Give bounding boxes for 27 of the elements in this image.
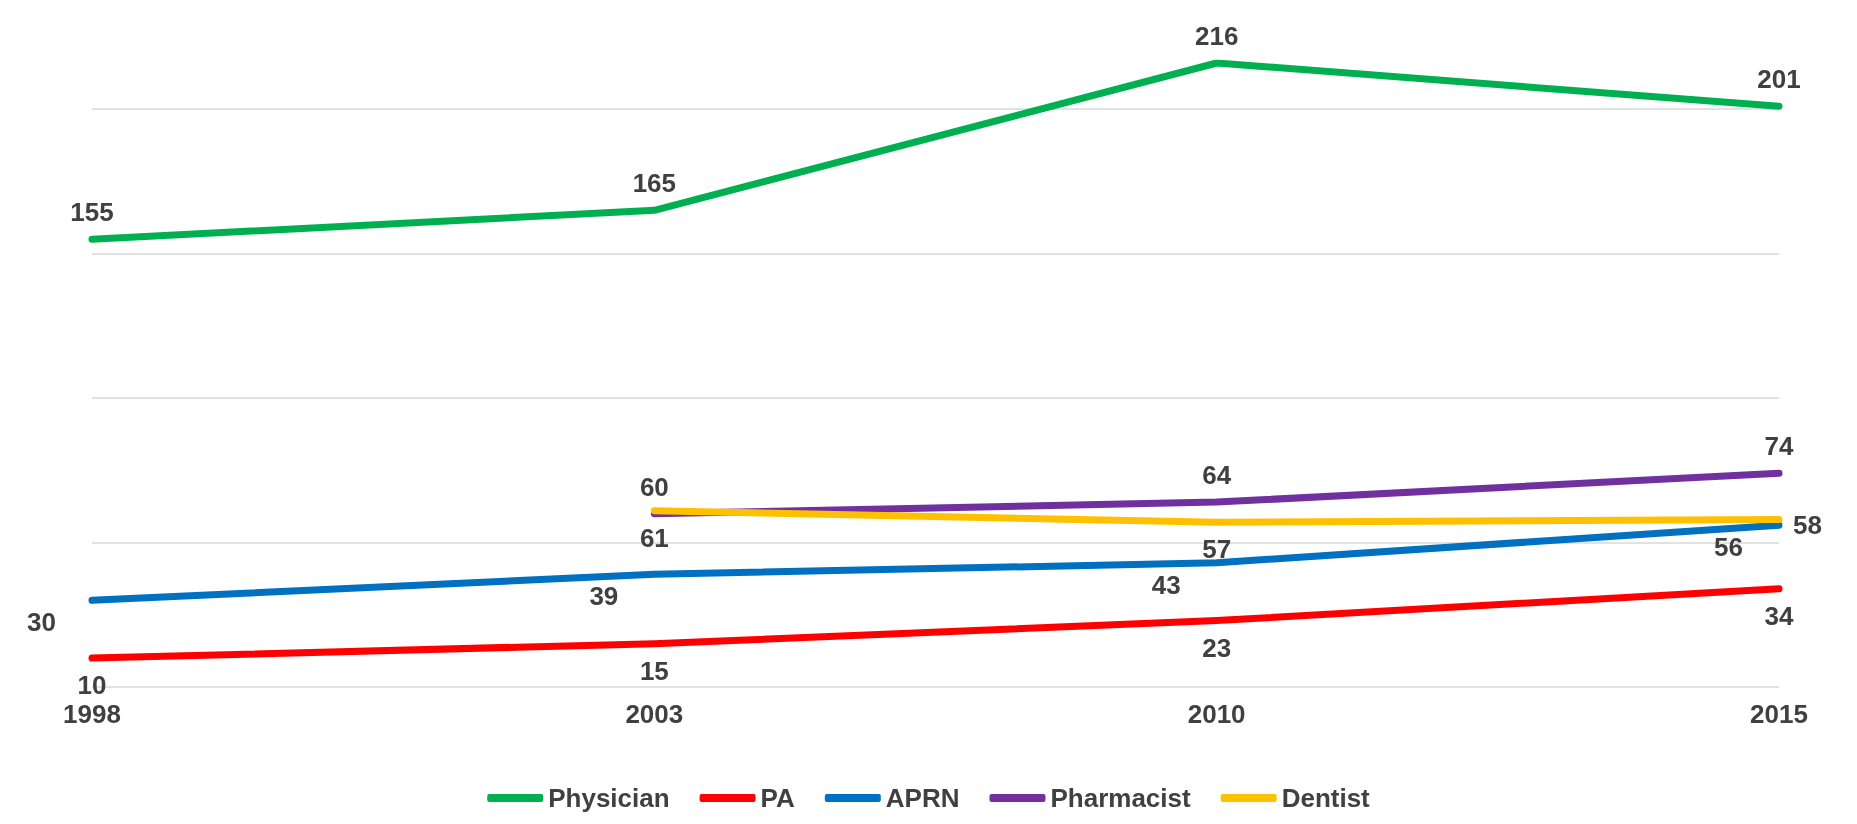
x-tick-label: 2015 [1750, 699, 1808, 729]
legend-label: Physician [548, 783, 670, 813]
legend-label: PA [760, 783, 796, 813]
x-tick-label: 2010 [1187, 699, 1246, 729]
data-label: 201 [1757, 64, 1801, 95]
data-label: 155 [70, 197, 114, 228]
data-label: 39 [589, 581, 619, 612]
data-label: 30 [27, 607, 56, 638]
data-label: 216 [1194, 21, 1239, 51]
data-label: 43 [1151, 569, 1181, 600]
legend-label: APRN [885, 783, 960, 813]
data-label: 74 [1764, 431, 1794, 462]
data-label: 57 [1202, 534, 1232, 565]
x-tick-label: 2003 [625, 699, 684, 729]
data-label: 64 [1202, 460, 1232, 491]
data-label: 34 [1764, 600, 1794, 631]
data-label: 15 [639, 655, 669, 686]
x-tick-label: 1998 [63, 699, 121, 729]
data-label: 56 [1714, 532, 1743, 563]
data-label: 58 [1793, 510, 1822, 541]
data-label: 10 [77, 670, 107, 701]
legend-label: Pharmacist [1050, 783, 1191, 813]
data-label: 60 [639, 471, 669, 502]
data-label: 165 [632, 168, 677, 199]
data-label: 23 [1202, 632, 1232, 663]
legend-label: Dentist [1281, 783, 1371, 813]
data-label: 61 [639, 522, 669, 553]
